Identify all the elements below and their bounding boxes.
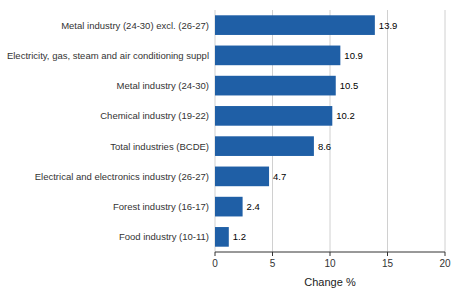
- data-label: 4.7: [273, 171, 286, 182]
- category-label: Metal industry (24-30): [117, 80, 209, 91]
- bar: [215, 227, 229, 247]
- data-label: 10.9: [344, 50, 363, 61]
- bar: [215, 136, 314, 156]
- grid-line: [445, 10, 446, 252]
- data-label: 2.4: [247, 201, 260, 212]
- y-tick-labels: Food industry (10-11) Forest industry (16…: [7, 20, 209, 243]
- bar: [215, 167, 269, 187]
- chart-container: Food industry (10-11) Forest industry (16…: [0, 0, 459, 292]
- x-axis-label: Change %: [304, 276, 356, 288]
- category-label: Forest industry (16-17): [113, 201, 209, 212]
- x-axis: 0 5 10 15 20: [212, 252, 451, 269]
- x-tick-label: 10: [324, 258, 336, 269]
- category-label: Electricity, gas, steam and air conditio…: [7, 50, 209, 61]
- category-label: Total industries (BCDE): [110, 141, 209, 152]
- bar: [215, 197, 243, 217]
- x-tick-label: 20: [439, 258, 451, 269]
- x-tick: [330, 252, 331, 256]
- data-label: 13.9: [379, 20, 398, 31]
- x-tick-label: 15: [382, 258, 394, 269]
- data-label: 1.2: [233, 231, 246, 242]
- x-tick-label: 5: [270, 258, 276, 269]
- bars: [215, 15, 375, 246]
- bar: [215, 76, 336, 96]
- grid: [215, 10, 445, 252]
- category-label: Electrical and electronics industry (26-…: [35, 171, 209, 182]
- data-label: 10.5: [340, 80, 359, 91]
- data-labels: 1.2 2.4 4.7 8.6 10.2 10.5 10.9 13.9: [233, 20, 398, 243]
- x-tick: [387, 252, 388, 256]
- category-label: Food industry (10-11): [119, 231, 209, 242]
- bar: [215, 106, 332, 126]
- x-tick: [215, 252, 216, 256]
- chart: Food industry (10-11) Forest industry (16…: [0, 0, 459, 292]
- category-label: Metal industry (24-30) excl. (26-27): [61, 20, 209, 31]
- bar: [215, 15, 375, 35]
- grid-line: [387, 10, 388, 252]
- bar: [215, 46, 340, 66]
- x-tick-label: 0: [212, 258, 218, 269]
- category-label: Chemical industry (19-22): [100, 110, 209, 121]
- x-tick: [445, 252, 446, 256]
- data-label: 10.2: [336, 110, 355, 121]
- data-label: 8.6: [318, 141, 331, 152]
- x-tick: [272, 252, 273, 256]
